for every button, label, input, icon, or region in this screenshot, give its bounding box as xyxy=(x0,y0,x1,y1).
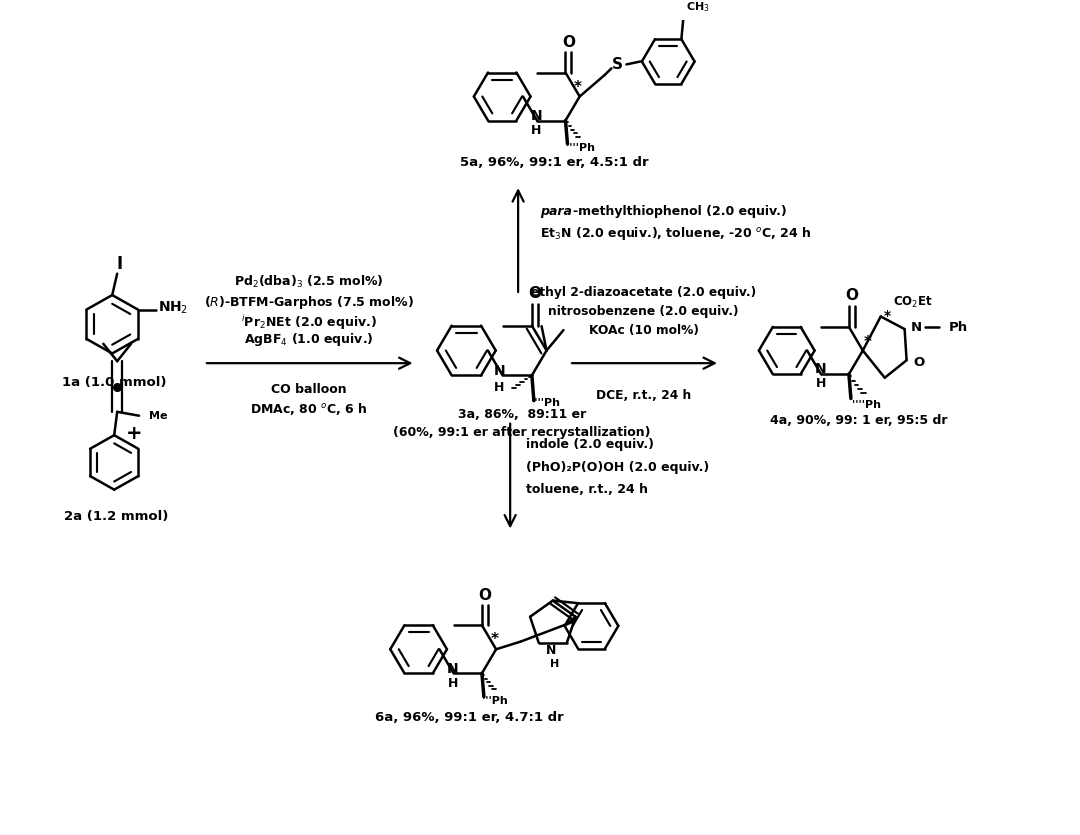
Text: +: + xyxy=(126,423,143,443)
Text: 1a (1.0 mmol): 1a (1.0 mmol) xyxy=(62,376,166,389)
Text: Et$_3$N (2.0 equiv.), toluene, -20 $^o$C, 24 h: Et$_3$N (2.0 equiv.), toluene, -20 $^o$C… xyxy=(540,225,811,242)
Text: H: H xyxy=(495,381,504,393)
Text: H: H xyxy=(550,660,559,670)
Text: DMAc, 80 $^o$C, 6 h: DMAc, 80 $^o$C, 6 h xyxy=(251,401,368,417)
Text: N: N xyxy=(494,365,505,378)
Text: ($R$)-BTFM-Garphos (7.5 mol%): ($R$)-BTFM-Garphos (7.5 mol%) xyxy=(204,294,415,311)
Text: H: H xyxy=(815,377,826,390)
Text: Pd$_2$(dba)$_3$ (2.5 mol%): Pd$_2$(dba)$_3$ (2.5 mol%) xyxy=(234,275,384,291)
Text: O: O xyxy=(846,288,859,303)
Text: -methylthiophenol (2.0 equiv.): -methylthiophenol (2.0 equiv.) xyxy=(572,205,786,218)
Text: (PhO)₂P(O)OH (2.0 equiv.): (PhO)₂P(O)OH (2.0 equiv.) xyxy=(526,461,710,473)
Text: $^i$Pr$_2$NEt (2.0 equiv.): $^i$Pr$_2$NEt (2.0 equiv.) xyxy=(241,313,377,331)
Text: indole (2.0 equiv.): indole (2.0 equiv.) xyxy=(526,438,654,452)
Text: KOAc (10 mol%): KOAc (10 mol%) xyxy=(589,324,699,337)
Text: 4a, 90%, 99: 1 er, 95:5 dr: 4a, 90%, 99: 1 er, 95:5 dr xyxy=(770,414,947,427)
Text: O: O xyxy=(528,286,541,301)
Text: N: N xyxy=(910,321,921,334)
Text: N: N xyxy=(447,662,458,676)
Text: O: O xyxy=(562,35,575,50)
Text: 6a, 96%, 99:1 er, 4.7:1 dr: 6a, 96%, 99:1 er, 4.7:1 dr xyxy=(376,711,564,724)
Text: ethyl 2-diazoacetate (2.0 equiv.): ethyl 2-diazoacetate (2.0 equiv.) xyxy=(531,286,756,299)
Text: nitrosobenzene (2.0 equiv.): nitrosobenzene (2.0 equiv.) xyxy=(549,305,739,318)
Text: N: N xyxy=(530,109,542,123)
Text: N: N xyxy=(815,362,827,377)
Text: Me: Me xyxy=(149,411,167,421)
Text: 5a, 96%, 99:1 er, 4.5:1 dr: 5a, 96%, 99:1 er, 4.5:1 dr xyxy=(460,156,649,170)
Text: ''''Ph: ''''Ph xyxy=(567,143,595,153)
Text: N: N xyxy=(545,644,556,657)
Text: DCE, r.t., 24 h: DCE, r.t., 24 h xyxy=(596,389,691,402)
Text: *: * xyxy=(864,335,872,350)
Text: ''''Ph: ''''Ph xyxy=(531,397,559,407)
Text: para: para xyxy=(540,205,572,218)
Text: O: O xyxy=(478,588,491,603)
Text: AgBF$_4$ (1.0 equiv.): AgBF$_4$ (1.0 equiv.) xyxy=(244,331,374,348)
Text: S: S xyxy=(612,57,623,72)
Text: '''Ph: '''Ph xyxy=(482,696,508,706)
Text: ''''Ph: ''''Ph xyxy=(852,400,881,410)
Text: H: H xyxy=(531,124,541,137)
Text: CO$_2$Et: CO$_2$Et xyxy=(893,296,932,311)
Text: CH$_3$: CH$_3$ xyxy=(687,0,711,14)
Text: *: * xyxy=(573,80,582,95)
Text: O: O xyxy=(914,356,924,369)
Text: toluene, r.t., 24 h: toluene, r.t., 24 h xyxy=(526,483,648,496)
Text: 3a, 86%,  89:11 er
(60%, 99:1 er after recrystallization): 3a, 86%, 89:11 er (60%, 99:1 er after re… xyxy=(393,408,651,438)
Text: *: * xyxy=(883,310,891,323)
Text: 2a (1.2 mmol): 2a (1.2 mmol) xyxy=(64,510,168,524)
Text: I: I xyxy=(117,255,122,273)
Text: *: * xyxy=(491,632,499,647)
Text: NH$_2$: NH$_2$ xyxy=(158,300,188,316)
Text: H: H xyxy=(447,677,458,691)
Text: Ph: Ph xyxy=(948,321,968,334)
Text: CO balloon: CO balloon xyxy=(271,383,347,396)
